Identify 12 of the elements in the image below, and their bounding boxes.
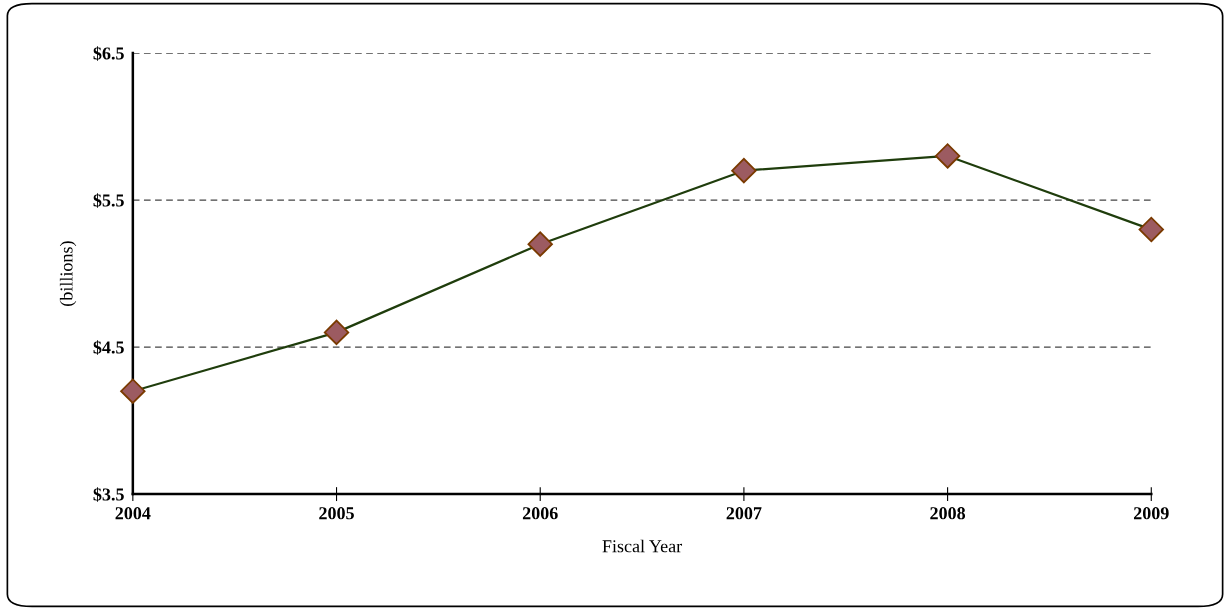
x-tick-label: 2007 bbox=[726, 507, 762, 520]
x-axis-title: Fiscal Year bbox=[602, 539, 683, 553]
y-tick-label: $5.5 bbox=[93, 193, 124, 208]
x-tick-label: 2005 bbox=[319, 507, 354, 520]
y-axis-title: (billions) bbox=[59, 241, 77, 306]
x-tick-label: 2006 bbox=[522, 507, 558, 520]
x-tick-label: 2009 bbox=[1133, 507, 1169, 520]
x-tick-label: 2004 bbox=[115, 507, 151, 520]
x-tick-label: 2008 bbox=[930, 507, 966, 520]
y-tick-label: $6.5 bbox=[93, 46, 124, 61]
y-tick-label: $3.5 bbox=[93, 487, 124, 502]
y-tick-label: $4.5 bbox=[93, 340, 124, 355]
